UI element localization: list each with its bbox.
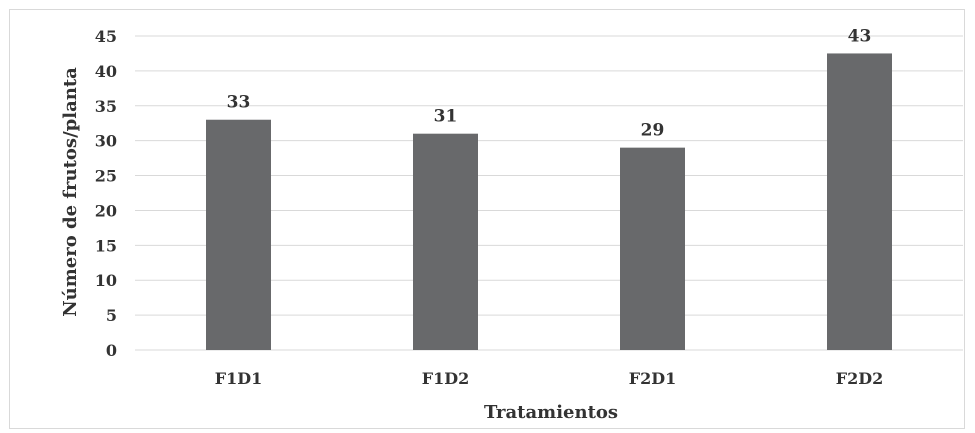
data-labels: 33 31 29 43 <box>227 26 872 140</box>
bar-f2d1 <box>620 147 685 350</box>
data-label-f1d1: 33 <box>227 93 251 113</box>
x-tick-label-f2d2: F2D2 <box>836 369 884 388</box>
y-axis-ticks: 0 5 10 15 20 25 30 35 40 45 <box>95 27 117 360</box>
x-tick-label-f2d1: F2D1 <box>629 369 677 388</box>
y-tick-label: 35 <box>95 97 117 116</box>
y-tick-label: 40 <box>95 62 117 81</box>
data-label-f1d2: 31 <box>434 107 458 127</box>
bar-f1d2 <box>413 133 478 350</box>
data-label-f2d2: 43 <box>848 26 872 46</box>
y-tick-label: 25 <box>95 167 117 186</box>
gridlines <box>135 35 963 351</box>
x-tick-label-f1d2: F1D2 <box>422 369 470 388</box>
y-tick-label: 0 <box>106 341 117 360</box>
x-axis-ticks: F1D1 F1D2 F2D1 F2D2 <box>215 369 884 388</box>
bar-f1d1 <box>206 119 271 350</box>
chart-frame <box>9 9 965 429</box>
y-tick-label: 20 <box>95 201 117 220</box>
data-label-f2d1: 29 <box>641 121 665 141</box>
y-tick-label: 30 <box>95 132 117 151</box>
y-tick-label: 5 <box>106 306 117 325</box>
y-tick-label: 15 <box>95 236 117 255</box>
x-tick-label-f1d1: F1D1 <box>215 369 263 388</box>
bar-f2d2 <box>827 53 892 350</box>
y-tick-label: 45 <box>95 27 117 46</box>
bars <box>206 53 892 350</box>
y-tick-label: 10 <box>95 271 117 290</box>
y-axis-title: Número de frutos/planta <box>60 67 81 317</box>
x-axis-title: Tratamientos <box>484 402 618 423</box>
